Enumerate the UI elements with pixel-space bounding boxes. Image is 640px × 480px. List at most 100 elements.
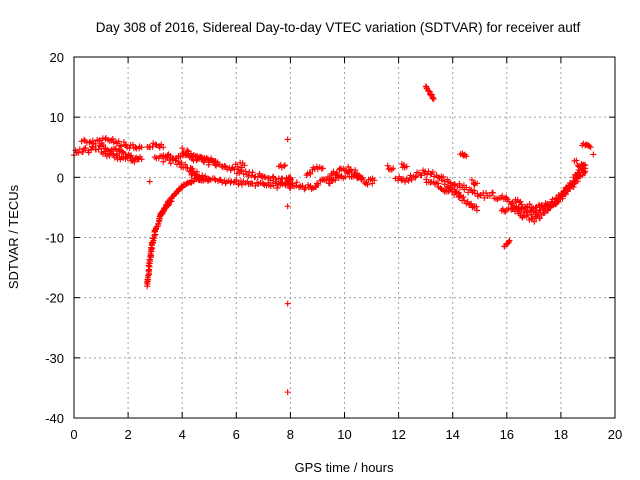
data-point [440, 173, 447, 180]
data-point [555, 196, 562, 203]
data-point [468, 176, 475, 183]
data-point [315, 182, 322, 189]
y-tick-labels: -40 -30 -20 -10 0 10 20 [45, 50, 64, 426]
data-point [301, 186, 308, 193]
data-point [269, 173, 276, 180]
data-point [279, 175, 286, 182]
data-point [403, 163, 410, 170]
data-point [179, 145, 186, 152]
x-tick-label: 10 [337, 427, 351, 442]
data-point [118, 143, 125, 150]
data-point [168, 198, 175, 205]
data-point [357, 174, 364, 181]
data-point [302, 184, 309, 191]
data-point [198, 154, 205, 161]
y-axis-label: SDTVAR / TECUs [6, 184, 21, 289]
data-point [238, 181, 245, 188]
data-point [471, 187, 478, 194]
data-point [149, 143, 156, 150]
data-point [517, 198, 524, 205]
x-tick-label: 20 [608, 427, 622, 442]
data-point [89, 137, 96, 144]
data-point [344, 170, 351, 177]
data-point [402, 178, 409, 185]
data-point [175, 158, 182, 165]
data-point [352, 167, 359, 174]
data-point [221, 162, 228, 169]
data-point [537, 215, 544, 222]
data-point [518, 201, 525, 208]
data-point [405, 177, 412, 184]
data-point [579, 167, 586, 174]
data-point [547, 204, 554, 211]
data-point [124, 144, 131, 151]
data-point [430, 96, 437, 103]
data-point [228, 165, 235, 172]
data-point [526, 201, 533, 208]
data-point [457, 192, 464, 199]
data-point [98, 140, 105, 147]
data-point [471, 181, 478, 188]
data-point [81, 136, 88, 143]
data-point [505, 238, 512, 245]
data-point [284, 300, 291, 307]
data-point [230, 179, 237, 186]
data-point [514, 207, 521, 214]
x-tick-label: 0 [70, 427, 77, 442]
data-point [586, 143, 593, 150]
data-point [329, 177, 336, 184]
data-point [529, 205, 536, 212]
data-point [431, 173, 438, 180]
x-tick-label: 16 [500, 427, 514, 442]
data-point [509, 199, 516, 206]
data-point [429, 95, 436, 102]
data-point [151, 154, 158, 161]
data-point [79, 148, 86, 155]
data-point [241, 162, 248, 169]
data-point [524, 212, 531, 219]
data-point [447, 184, 454, 191]
data-point [145, 272, 152, 279]
data-point [435, 174, 442, 181]
data-point [579, 162, 586, 169]
data-point [178, 159, 185, 166]
data-point [281, 162, 288, 169]
data-point [587, 144, 594, 151]
data-point [233, 176, 240, 183]
data-point [248, 172, 255, 179]
data-point [146, 178, 153, 185]
data-point [541, 203, 548, 210]
data-point [199, 172, 206, 179]
y-tick-label: -10 [45, 231, 64, 246]
data-point [160, 144, 167, 151]
data-point [371, 177, 378, 184]
data-point [242, 168, 249, 175]
data-point [244, 178, 251, 185]
data-point [540, 206, 547, 213]
data-point [532, 204, 539, 211]
data-point [284, 136, 291, 143]
data-point [190, 168, 197, 175]
data-point [131, 158, 138, 165]
data-point [468, 200, 475, 207]
data-point [81, 145, 88, 152]
data-point [345, 169, 352, 176]
data-point [138, 144, 145, 151]
data-point [342, 174, 349, 181]
data-point [126, 153, 133, 160]
x-axis-label: GPS time / hours [295, 460, 394, 475]
data-point [424, 171, 431, 178]
data-point [86, 139, 93, 146]
data-point [319, 165, 326, 172]
y-tick-label: -40 [45, 411, 64, 426]
data-point [307, 170, 314, 177]
data-point [481, 194, 488, 201]
data-point [489, 189, 496, 196]
y-tick-label: 0 [57, 170, 64, 185]
data-point [590, 151, 597, 158]
data-point [412, 173, 419, 180]
data-point [506, 237, 513, 244]
data-point [531, 218, 538, 225]
x-tick-label: 6 [233, 427, 240, 442]
chart-title: Day 308 of 2016, Sidereal Day-to-day VTE… [96, 20, 581, 35]
